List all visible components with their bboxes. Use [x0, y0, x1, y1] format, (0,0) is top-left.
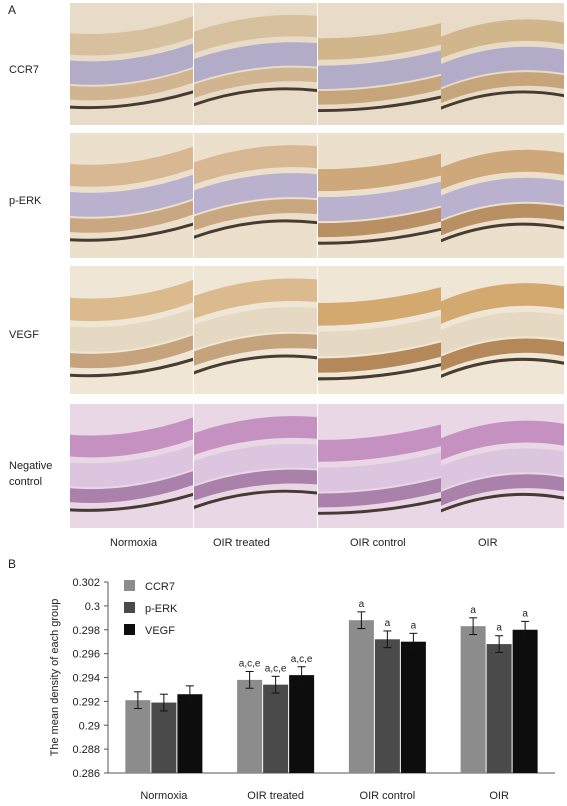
micrograph-tile	[70, 3, 193, 125]
micrograph-tile	[318, 404, 441, 528]
data-label: a	[411, 620, 417, 631]
data-label: a,c,e	[265, 663, 287, 674]
data-label: a,c,e	[291, 654, 313, 665]
col-label-normoxia: Normoxia	[110, 537, 158, 549]
micrograph-tile	[318, 3, 441, 125]
bar	[512, 629, 538, 773]
legend-swatch	[124, 602, 135, 613]
col-label-oir-control: OIR control	[350, 537, 406, 549]
y-tick-label: 0.302	[72, 577, 100, 589]
data-label: a	[522, 608, 528, 619]
bar	[348, 620, 374, 773]
y-tick-label: 0.288	[72, 744, 100, 756]
bar	[374, 639, 400, 773]
micrograph-tile	[441, 3, 564, 125]
micrograph-tile	[194, 266, 317, 394]
bar	[263, 684, 289, 773]
bar	[151, 702, 177, 773]
micrograph-tile	[194, 404, 317, 528]
row-label-negative-control: Negative control	[9, 460, 53, 488]
y-tick-label: 0.29	[79, 720, 100, 732]
micrograph-tile	[70, 133, 193, 258]
bar	[289, 675, 315, 773]
x-tick-label: OIR	[489, 790, 509, 802]
bar	[486, 644, 512, 773]
panel-b-letter: B	[8, 557, 17, 571]
data-label: a,c,e	[239, 659, 261, 670]
bar	[177, 694, 203, 773]
x-tick-label: OIR treated	[247, 790, 304, 802]
micrograph-tile	[194, 3, 317, 125]
x-tick-label: Normoxia	[140, 790, 188, 802]
col-label-oir: OIR	[478, 537, 498, 549]
legend-label: CCR7	[145, 581, 175, 593]
y-tick-label: 0.296	[72, 649, 100, 661]
y-tick-label: 0.286	[72, 768, 100, 780]
data-label: a	[470, 605, 476, 616]
y-axis-label: The mean density of each group	[49, 599, 61, 757]
col-label-oir-treated: OIR treated	[213, 537, 270, 549]
bar	[237, 679, 263, 773]
legend-swatch	[124, 580, 135, 591]
data-label: a	[496, 623, 502, 634]
micrograph-tile	[194, 133, 317, 258]
micrograph-tile	[70, 404, 193, 528]
y-tick-label: 0.292	[72, 696, 100, 708]
panel-a-letter: A	[8, 3, 17, 17]
row-label-perk: p-ERK	[9, 195, 42, 207]
micrograph-tile	[70, 266, 193, 394]
data-label: a	[385, 618, 391, 629]
legend-swatch	[124, 624, 135, 635]
bar	[460, 626, 486, 773]
micrograph-tile	[441, 133, 564, 258]
row-label-vegf: VEGF	[9, 329, 39, 341]
legend-label: p-ERK	[145, 603, 178, 615]
y-tick-label: 0.3	[85, 601, 100, 613]
data-label: a	[359, 599, 365, 610]
micrograph-tile	[441, 266, 564, 394]
micrograph-tile	[318, 133, 441, 258]
legend-label: VEGF	[145, 625, 175, 637]
bar-chart: 0.286 0.288 0.29 0.292 0.294 0.296 0.298 0.3 0.3…	[49, 577, 555, 802]
x-tick-label: OIR control	[360, 790, 416, 802]
y-tick-label: 0.294	[72, 673, 100, 685]
bar	[400, 641, 426, 773]
bar	[125, 700, 151, 773]
micrograph-tile	[441, 404, 564, 528]
y-tick-label: 0.298	[72, 625, 100, 637]
row-label-ccr7: CCR7	[9, 64, 39, 76]
micrograph-tile	[318, 266, 441, 394]
